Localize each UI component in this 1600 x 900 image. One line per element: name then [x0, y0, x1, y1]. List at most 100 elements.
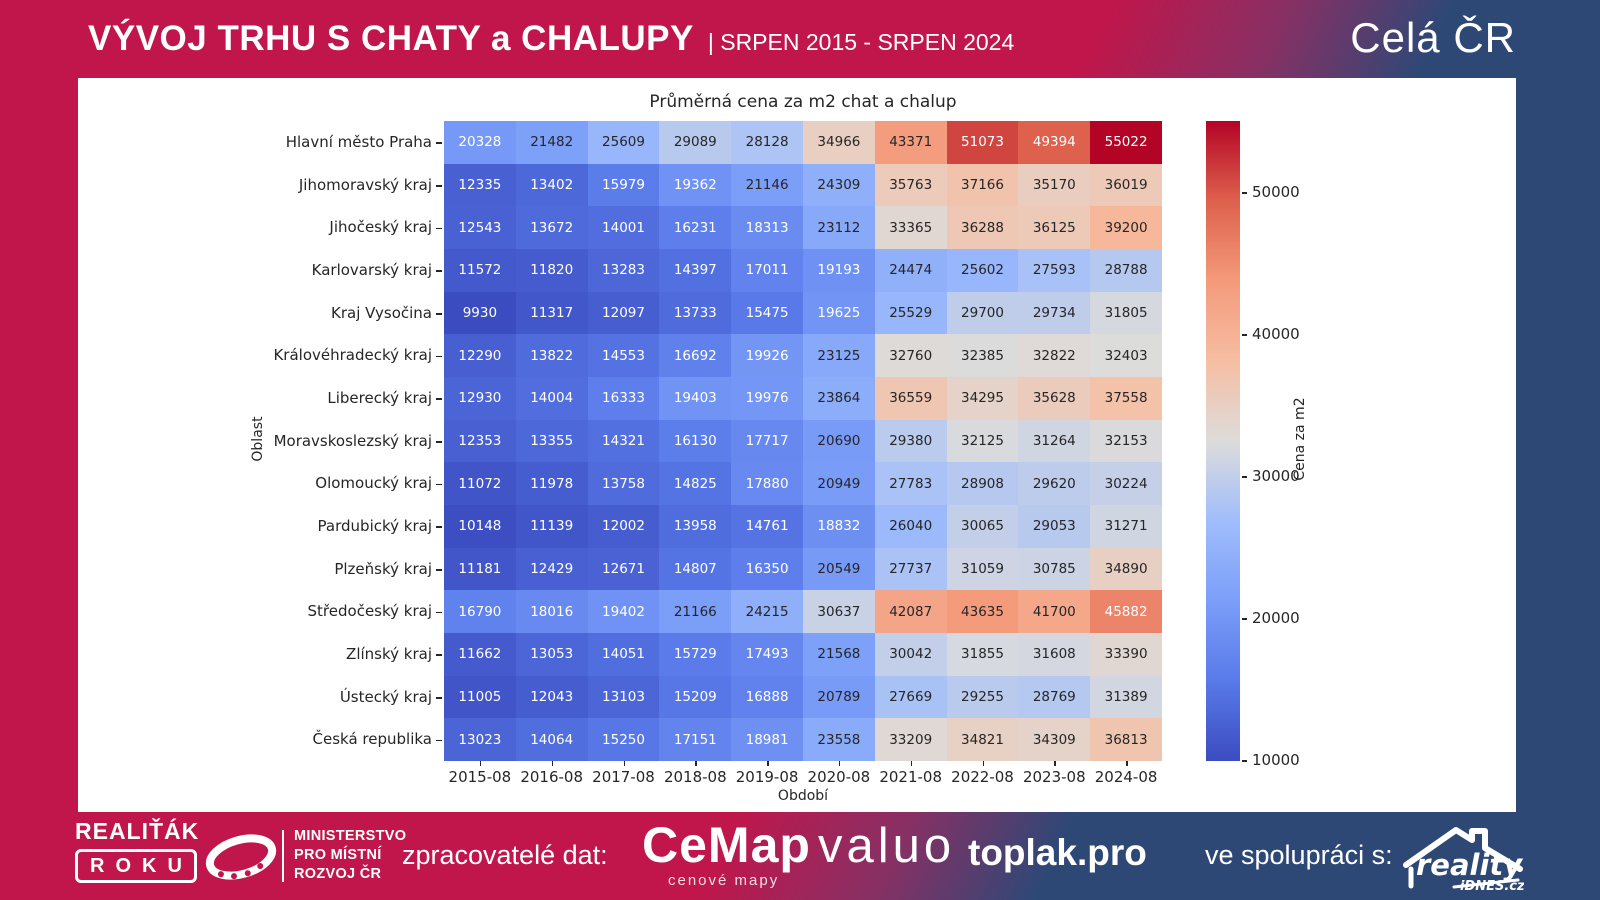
data-processors-label: zpracovatelé dat:: [402, 840, 608, 870]
heatmap-cell: 36019: [1090, 163, 1162, 207]
heatmap-cell: 25602: [946, 249, 1019, 292]
column-label: 2024-08: [1094, 768, 1158, 786]
column-label: 2017-08: [592, 768, 655, 786]
x-tick-mark: [1054, 761, 1056, 766]
heatmap-cell: 19193: [803, 249, 875, 292]
heatmap-cell: 14553: [587, 334, 660, 377]
heatmap-cell: 20690: [803, 419, 875, 463]
heatmap-cell: 19402: [587, 590, 660, 633]
heatmap-cell: 12429: [515, 547, 588, 591]
row-label: Hlavní město Praha: [285, 133, 432, 151]
heatmap-cell: 11181: [444, 547, 516, 591]
heatmap-cell: 30065: [946, 505, 1019, 548]
heatmap-cell: 25529: [874, 291, 947, 335]
heatmap-cell: 34295: [946, 377, 1019, 420]
heatmap-cell: 17011: [731, 249, 803, 292]
heatmap-cell: 32385: [946, 334, 1019, 377]
footer: REALIŤÁK ROKU MINISTERSTVO PRO MÍSTNÍ RO…: [0, 812, 1600, 900]
heatmap-cell: 16350: [731, 547, 803, 591]
ministry-line: ROZVOJ ČR: [294, 866, 382, 882]
row-label: Zlínský kraj: [346, 645, 432, 663]
heatmap-cell: 25609: [587, 121, 660, 164]
heatmap-cell: 20549: [803, 547, 875, 591]
heatmap-cell: 12335: [444, 163, 516, 207]
heatmap-cell: 32822: [1018, 334, 1091, 377]
row-label: Pardubický kraj: [317, 517, 432, 535]
heatmap-cell: 11820: [515, 249, 588, 292]
heatmap-cell: 31271: [1090, 505, 1162, 548]
column-label: 2023-08: [1022, 768, 1086, 786]
heatmap-cell: 12930: [444, 377, 516, 420]
x-tick-mark: [910, 761, 913, 766]
heatmap-cell: 29734: [1018, 291, 1091, 335]
heatmap-cell: 15979: [587, 163, 660, 207]
heatmap-cell: 10148: [444, 505, 516, 548]
heatmap-cell: 14807: [659, 547, 732, 591]
heatmap-cell: 32125: [946, 419, 1019, 463]
heatmap-cell: 11005: [444, 675, 516, 719]
column-label: 2021-08: [879, 768, 943, 786]
reality-idnes-house-icon: reality iDNES.cz: [1403, 827, 1524, 892]
row-label: Ústecký kraj: [339, 687, 432, 706]
heatmap-cell: 27669: [874, 675, 947, 719]
y-tick-mark: [436, 227, 442, 230]
heatmap-cell: 18313: [731, 206, 803, 249]
heatmap-cell: 19926: [731, 334, 803, 377]
x-axis-title: Období: [777, 788, 829, 804]
idnes-wordmark: iDNES.cz: [1460, 879, 1524, 892]
heatmap-cell: 41700: [1018, 590, 1091, 633]
heatmap-cell: 17717: [731, 419, 803, 463]
mmr-wreath-icon: [205, 834, 277, 880]
heatmap-cell: 19625: [803, 291, 875, 335]
row-label: Jihočeský kraj: [329, 218, 432, 237]
heatmap-cell: 21146: [731, 163, 803, 207]
colorbar-tick-mark: [1242, 192, 1247, 194]
heatmap-cell: 12290: [444, 334, 516, 377]
heatmap-cell: 33390: [1090, 633, 1162, 676]
heatmap-cell: 11572: [444, 249, 516, 292]
cooperation-label: ve spolupráci s:: [1205, 840, 1393, 870]
ministry-line: MINISTERSTVO: [294, 828, 407, 844]
heatmap-cell: 12043: [515, 675, 588, 719]
heatmap-cell: 13023: [444, 718, 516, 761]
x-tick-mark: [1126, 761, 1128, 766]
heatmap-cell: 34890: [1090, 547, 1162, 591]
heatmap-cell: 15729: [659, 633, 732, 676]
heatmap-cell: 21482: [515, 121, 588, 164]
colorbar-tick-label: 20000: [1252, 609, 1300, 628]
colorbar-axis-title: Cena za m2: [1292, 397, 1308, 481]
heatmap-cell: 13758: [587, 462, 660, 505]
heatmap-cell: 27737: [874, 547, 947, 591]
y-tick-mark: [436, 697, 442, 699]
heatmap-cell: 13402: [515, 163, 588, 207]
row-label: Jihomoravský kraj: [298, 175, 432, 194]
heatmap-cell: 12353: [444, 419, 516, 463]
heatmap-cell: 16130: [659, 419, 732, 463]
colorbar-tick-label: 10000: [1252, 751, 1300, 769]
heatmap-cell: 36125: [1018, 206, 1091, 249]
y-tick-mark: [436, 483, 442, 486]
heatmap-cell: 29089: [659, 121, 732, 164]
heatmap-cell: 12671: [587, 547, 660, 591]
valuo-logo: valuo: [818, 819, 956, 873]
colorbar-tick-mark: [1242, 618, 1247, 620]
heatmap-cell: 31059: [946, 547, 1019, 591]
x-tick-mark: [479, 761, 482, 766]
heatmap-cell: 14321: [587, 419, 660, 463]
heatmap-cell: 29620: [1018, 462, 1091, 505]
heatmap-cell: 28769: [1018, 675, 1091, 719]
heatmap-cell: 20949: [803, 462, 875, 505]
heatmap-cell: 30785: [1018, 547, 1091, 591]
y-tick-mark: [436, 526, 442, 528]
colorbar-tick-label: 50000: [1252, 183, 1300, 202]
row-label: Plzeňský kraj: [334, 559, 432, 578]
heatmap-cell: 13283: [587, 249, 660, 292]
heatmap-cell: 16231: [659, 206, 732, 249]
cemap-logo: CeMap: [642, 817, 811, 873]
reality-wordmark: reality: [1416, 848, 1523, 882]
realitak-label: REALIŤÁK: [75, 818, 200, 844]
heatmap-cell: 36813: [1090, 718, 1162, 761]
ministry-line: PRO MÍSTNÍ: [294, 847, 382, 863]
heatmap-cell: 14004: [515, 377, 588, 420]
heatmap-cell: 23112: [803, 206, 875, 249]
